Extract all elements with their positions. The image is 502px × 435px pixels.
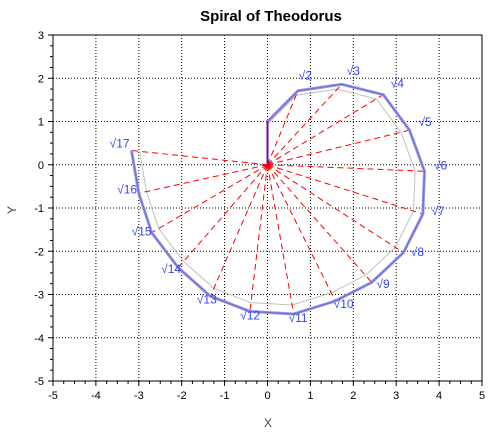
point-label: √17 [110,136,130,150]
point-label: √14 [161,262,181,276]
point-label: √3 [347,64,361,78]
x-tick-label: 2 [350,390,356,402]
hypotenuse-line [267,164,404,253]
point-label: √6 [434,159,448,173]
smooth-curve [139,88,416,306]
point-label: √15 [132,225,152,239]
x-tick-label: 0 [264,390,270,402]
hypotenuse-line [131,149,268,166]
hypotenuse-lines [131,83,425,315]
point-label: √5 [418,115,432,129]
point-label: √12 [240,308,260,322]
chart-title: Spiral of Theodorus [200,8,342,25]
y-tick-label: -1 [34,203,44,215]
hypotenuse-line [209,164,268,297]
point-labels: √2 √3 √4 √5 √6 √7 √8 √9 √10 √11 √12 √13 √14 √15 √16 √17 [110,64,448,325]
x-axis-label: X [264,416,272,430]
hypotenuse-line [267,164,295,315]
hypotenuse-line [177,164,268,269]
point-label: √13 [197,292,217,306]
smooth-spiral [139,88,416,306]
y-tick-label: -4 [34,333,44,345]
point-label: √10 [334,297,354,311]
x-tick-label: -3 [134,390,144,402]
hypotenuse-line [267,90,299,165]
grid [53,35,482,381]
point-label: √8 [411,245,425,259]
x-tick-label: 3 [393,390,399,402]
point-label: √16 [117,182,137,196]
point-label: √4 [391,77,405,91]
y-tick-label: 1 [38,117,44,129]
hypotenuse-line [267,129,410,166]
spiral-outline-line [130,83,426,315]
axis-ticks: -5 -4 -3 -2 -1 0 1 2 3 4 5 -5 -4 -3 -2 -1 0 1 2 3 [34,30,485,402]
spiral-outline [130,82,427,316]
hypotenuse-line [267,164,373,283]
x-tick-label: -4 [91,390,101,402]
x-tick-label: -2 [177,390,187,402]
point-label: √9 [376,277,390,291]
y-tick-label: -2 [34,246,44,258]
point-label: √2 [299,69,313,83]
y-tick-label: 3 [38,30,44,42]
y-tick-label: 0 [38,160,44,172]
x-tick-label: -1 [220,390,230,402]
x-tick-label: 1 [307,390,313,402]
hypotenuse-line [267,164,423,215]
hypotenuse-line [267,83,343,166]
hypotenuse-line [267,164,336,302]
hypotenuse-line [151,164,268,234]
point-label: √11 [289,311,308,325]
y-axis-label: Y [5,206,19,214]
y-tick-label: 2 [38,73,44,85]
point-label: √7 [432,204,446,218]
x-tick-label: 5 [479,390,485,402]
y-tick-label: -5 [34,376,44,388]
x-tick-label: 4 [436,390,442,402]
hypotenuse-line [267,164,425,172]
hypotenuse-line [267,94,384,166]
y-tick-label: -3 [34,290,44,302]
hypotenuse-line [138,164,268,194]
x-tick-label: -5 [48,390,58,402]
hypotenuse-line [249,164,268,312]
